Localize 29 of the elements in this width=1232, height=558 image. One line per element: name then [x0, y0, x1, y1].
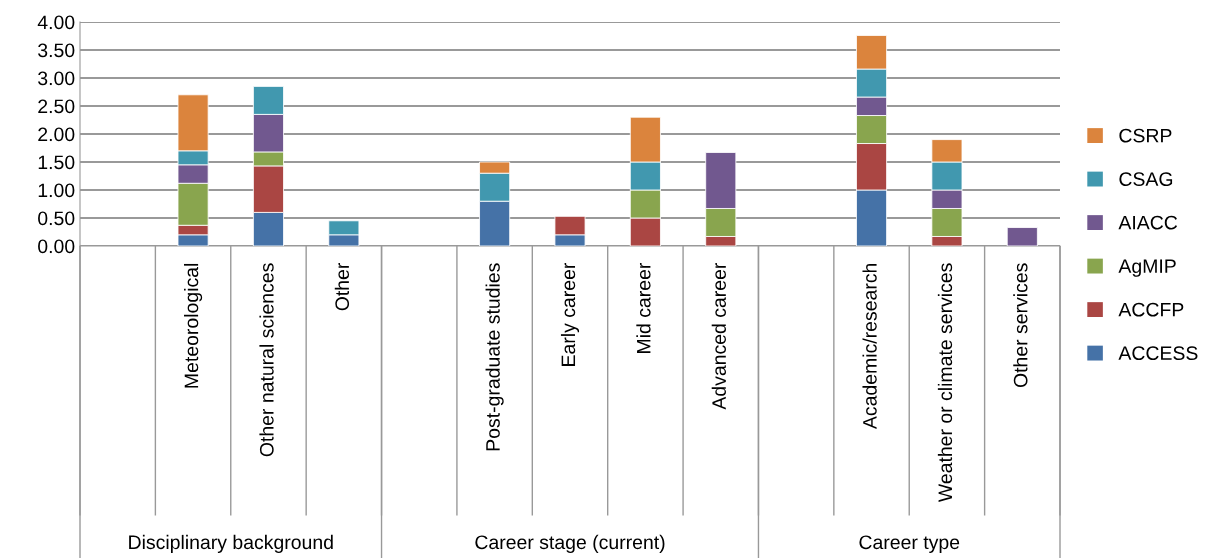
y-tick-label: 3.50 — [38, 43, 75, 58]
x-tick-label: Mid career — [636, 262, 651, 353]
legend-label: ACCESS — [1118, 346, 1198, 361]
x-tick-label: Weather or climate services — [937, 263, 953, 503]
x-tick-label: Advanced career — [711, 262, 726, 410]
x-tick-label: Meteorological — [184, 263, 203, 388]
y-tick-label: 1.50 — [38, 155, 75, 170]
y-tick-label: 4.00 — [37, 15, 75, 30]
legend-label: CSRP — [1119, 128, 1172, 143]
text: Career stage (current) — [475, 534, 665, 553]
y-tick-label: 2.50 — [38, 99, 75, 114]
y-tick-label: 0.00 — [38, 239, 75, 254]
y-tick-label: 0.50 — [38, 211, 75, 226]
y-tick-label: 3.00 — [38, 71, 75, 86]
y-tick-label: 1.00 — [38, 183, 75, 198]
legend-label: ACCFP — [1118, 302, 1184, 317]
x-tick-label: Academic/research — [862, 263, 877, 430]
x-tick-label: Other services — [1013, 263, 1028, 388]
x-tick-label: Early career — [560, 262, 580, 366]
legend-label: AgMIP — [1118, 259, 1176, 277]
x-tick-label: Post-graduate studies — [485, 263, 504, 451]
y-tick-label: 2.00 — [38, 127, 75, 142]
text: Career type — [859, 535, 960, 553]
legend-label: AIACC — [1118, 215, 1178, 230]
x-tick-label: Other natural sciences — [259, 263, 274, 457]
text: Disciplinary background — [129, 534, 333, 553]
legend-label: CSAG — [1119, 172, 1173, 187]
x-tick-label: Other — [334, 262, 350, 311]
bar — [1006, 227, 1038, 246]
